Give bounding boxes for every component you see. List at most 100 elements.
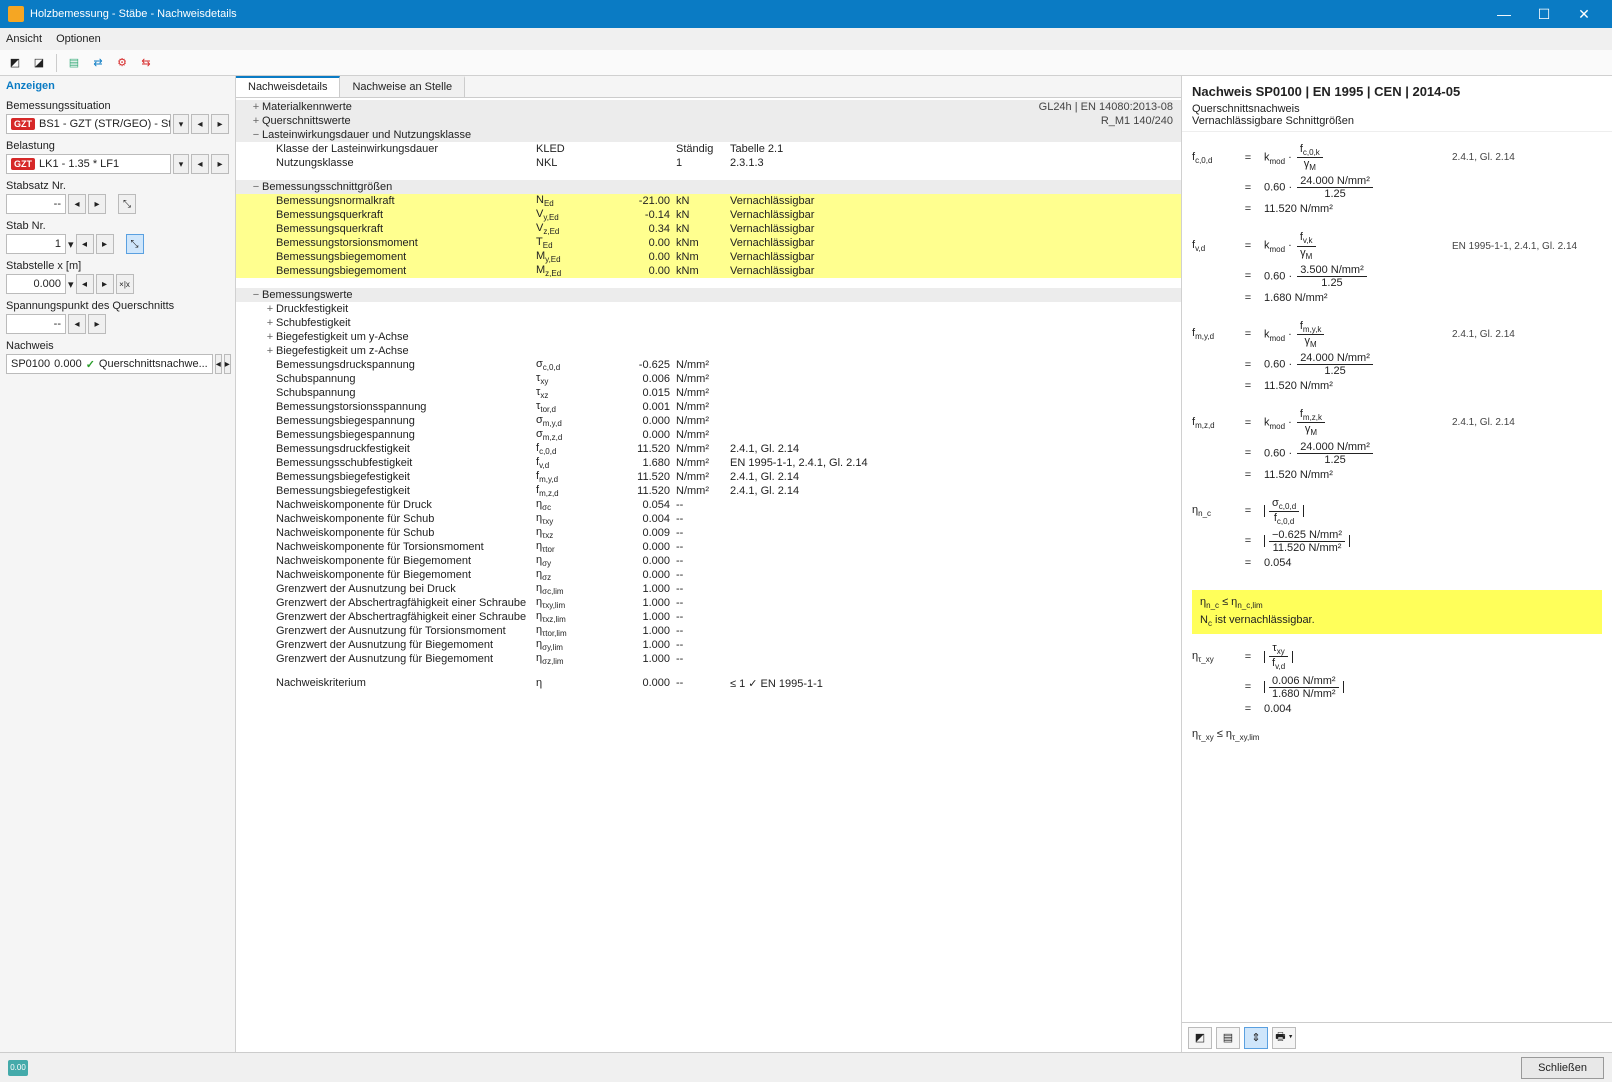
expand-icon[interactable]: + bbox=[264, 317, 276, 329]
tree-row[interactable]: +Biegefestigkeit um y-Achse bbox=[236, 330, 1181, 344]
tree-row[interactable]: BemessungsquerkraftVy,Ed-0.14kNVernachlä… bbox=[236, 208, 1181, 222]
expand-icon[interactable]: + bbox=[264, 303, 276, 315]
stab-pick[interactable]: ⤡ bbox=[126, 234, 144, 254]
rfoot-btn-print[interactable]: 🖶 ▾ bbox=[1272, 1027, 1296, 1049]
rfoot-btn-2[interactable]: ▤ bbox=[1216, 1027, 1240, 1049]
tool-2[interactable]: ◪ bbox=[28, 52, 50, 74]
field-situation: Bemessungssituation GZTBS1 - GZT (STR/GE… bbox=[6, 100, 229, 134]
stab-next[interactable]: ▸ bbox=[96, 234, 114, 254]
tree-group-header[interactable]: +MaterialkennwerteGL24h | EN 14080:2013-… bbox=[236, 100, 1181, 114]
expand-icon[interactable]: − bbox=[250, 181, 262, 193]
spannung-prev[interactable]: ◂ bbox=[68, 314, 86, 334]
rfoot-btn-3[interactable]: ⇕ bbox=[1244, 1027, 1268, 1049]
minimize-button[interactable]: — bbox=[1484, 0, 1524, 28]
tree-row[interactable]: BemessungsquerkraftVz,Ed0.34kNVernachläs… bbox=[236, 222, 1181, 236]
tool-1[interactable]: ◩ bbox=[4, 52, 26, 74]
tree-row[interactable]: Nachweiskomponente für Torsionsmomentητt… bbox=[236, 540, 1181, 554]
spannung-value[interactable]: -- bbox=[6, 314, 66, 334]
stabstelle-dropdown[interactable]: ▾ bbox=[68, 278, 74, 291]
nachweis-combo[interactable]: SP0100 0.000 ✓ Querschnittsnachwe... bbox=[6, 354, 213, 374]
stab-prev[interactable]: ◂ bbox=[76, 234, 94, 254]
right-sub2: Vernachlässigbare Schnittgrößen bbox=[1192, 115, 1602, 127]
tool-3[interactable]: ▤ bbox=[63, 52, 85, 74]
tree-row[interactable]: +Druckfestigkeit bbox=[236, 302, 1181, 316]
situation-combo[interactable]: GZTBS1 - GZT (STR/GEO) - Ständig u... bbox=[6, 114, 171, 134]
stabstelle-next[interactable]: ▸ bbox=[96, 274, 114, 294]
tree-row[interactable]: Schubspannungτxz0.015N/mm² bbox=[236, 386, 1181, 400]
tree-row[interactable]: Grenzwert der Ausnutzung für Biegemoment… bbox=[236, 652, 1181, 666]
tree-row[interactable]: Bemessungsdruckspannungσc,0,d-0.625N/mm² bbox=[236, 358, 1181, 372]
tree-row[interactable]: Bemessungstorsionsspannungτtor,d0.001N/m… bbox=[236, 400, 1181, 414]
tree-row[interactable]: +Biegefestigkeit um z-Achse bbox=[236, 344, 1181, 358]
stabsatz-pick[interactable]: ⤡ bbox=[118, 194, 136, 214]
stab-dropdown[interactable]: ▾ bbox=[68, 238, 74, 251]
tree-group-header[interactable]: −Lasteinwirkungsdauer und Nutzungsklasse bbox=[236, 128, 1181, 142]
stabstelle-prev[interactable]: ◂ bbox=[76, 274, 94, 294]
tree-group-header[interactable]: +QuerschnittswerteR_M1 140/240 bbox=[236, 114, 1181, 128]
expand-icon[interactable]: + bbox=[250, 115, 262, 127]
menu-optionen[interactable]: Optionen bbox=[56, 33, 101, 45]
tree-row[interactable]: Nachweiskomponente für Schubητxz0.009-- bbox=[236, 526, 1181, 540]
tree-row[interactable]: Bemessungsbiegefestigkeitfm,z,d11.520N/m… bbox=[236, 484, 1181, 498]
tree-row[interactable]: Grenzwert der Ausnutzung für Biegemoment… bbox=[236, 638, 1181, 652]
tree-group-header[interactable]: −Bemessungsschnittgrößen bbox=[236, 180, 1181, 194]
tree-group-header[interactable]: −Bemessungswerte bbox=[236, 288, 1181, 302]
close-button[interactable]: ✕ bbox=[1564, 0, 1604, 28]
stabstelle-value[interactable]: 0.000 bbox=[6, 274, 66, 294]
stabstelle-ext[interactable]: ×|x bbox=[116, 274, 134, 294]
belastung-next[interactable]: ▸ bbox=[211, 154, 229, 174]
menu-ansicht[interactable]: Ansicht bbox=[6, 33, 42, 45]
tab-stelle[interactable]: Nachweise an Stelle bbox=[340, 76, 465, 97]
nachweis-next[interactable]: ▸ bbox=[224, 354, 231, 374]
tree-row[interactable]: Bemessungsbiegespannungσm,y,d0.000N/mm² bbox=[236, 414, 1181, 428]
tree-row[interactable]: Grenzwert der Ausnutzung bei Druckησc,li… bbox=[236, 582, 1181, 596]
tree-row[interactable]: BemessungstorsionsmomentTEd0.00kNmVernac… bbox=[236, 236, 1181, 250]
tool-6[interactable]: ⇆ bbox=[135, 52, 157, 74]
tree-row[interactable]: Nachweiskomponente für Biegemomentησy0.0… bbox=[236, 554, 1181, 568]
expand-icon[interactable]: − bbox=[250, 129, 262, 141]
tool-5[interactable]: ⚙ bbox=[111, 52, 133, 74]
tool-4[interactable]: ⇄ bbox=[87, 52, 109, 74]
expand-icon[interactable]: + bbox=[264, 345, 276, 357]
details-tree[interactable]: +MaterialkennwerteGL24h | EN 14080:2013-… bbox=[236, 98, 1181, 1052]
expand-icon[interactable]: + bbox=[250, 101, 262, 113]
spannung-next[interactable]: ▸ bbox=[88, 314, 106, 334]
belastung-prev[interactable]: ◂ bbox=[191, 154, 209, 174]
nachweis-prev[interactable]: ◂ bbox=[215, 354, 222, 374]
tree-row[interactable]: Bemessungsschubfestigkeitfv,d1.680N/mm²E… bbox=[236, 456, 1181, 470]
tree-row[interactable]: Nachweiskriteriumη0.000--≤ 1 ✓ EN 1995-1… bbox=[236, 676, 1181, 690]
stabsatz-next[interactable]: ▸ bbox=[88, 194, 106, 214]
equation-row: =0.004 bbox=[1192, 703, 1602, 715]
tree-row[interactable]: +Schubfestigkeit bbox=[236, 316, 1181, 330]
maximize-button[interactable]: ☐ bbox=[1524, 0, 1564, 28]
tree-row[interactable]: Nachweiskomponente für Schubητxy0.004-- bbox=[236, 512, 1181, 526]
expand-icon[interactable]: − bbox=[250, 289, 262, 301]
stabsatz-prev[interactable]: ◂ bbox=[68, 194, 86, 214]
tree-row[interactable]: Bemessungsbiegespannungσm,z,d0.000N/mm² bbox=[236, 428, 1181, 442]
tree-row[interactable]: NutzungsklasseNKL12.3.1.3 bbox=[236, 156, 1181, 170]
stabsatz-value[interactable]: -- bbox=[6, 194, 66, 214]
tab-details[interactable]: Nachweisdetails bbox=[236, 76, 340, 97]
tree-row[interactable]: Klasse der LasteinwirkungsdauerKLEDStänd… bbox=[236, 142, 1181, 156]
tree-row[interactable]: Schubspannungτxy0.006N/mm² bbox=[236, 372, 1181, 386]
expand-icon[interactable]: + bbox=[264, 331, 276, 343]
stab-value[interactable]: 1 bbox=[6, 234, 66, 254]
belastung-combo[interactable]: GZTLK1 - 1.35 * LF1 bbox=[6, 154, 171, 174]
tree-row[interactable]: Grenzwert der Abschertragfähigkeit einer… bbox=[236, 610, 1181, 624]
tree-row[interactable]: Bemessungsdruckfestigkeitfc,0,d11.520N/m… bbox=[236, 442, 1181, 456]
rfoot-btn-1[interactable]: ◩ bbox=[1188, 1027, 1212, 1049]
tree-row[interactable]: BemessungsbiegemomentMz,Ed0.00kNmVernach… bbox=[236, 264, 1181, 278]
tree-row[interactable]: BemessungsbiegemomentMy,Ed0.00kNmVernach… bbox=[236, 250, 1181, 264]
close-dialog-button[interactable]: Schließen bbox=[1521, 1057, 1604, 1079]
belastung-dropdown[interactable]: ▾ bbox=[173, 154, 189, 174]
tree-row[interactable]: Grenzwert der Ausnutzung für Torsionsmom… bbox=[236, 624, 1181, 638]
right-sub1: Querschnittsnachweis bbox=[1192, 103, 1602, 115]
situation-prev[interactable]: ◂ bbox=[191, 114, 209, 134]
tree-row[interactable]: BemessungsnormalkraftNEd-21.00kNVernachl… bbox=[236, 194, 1181, 208]
tree-row[interactable]: Bemessungsbiegefestigkeitfm,y,d11.520N/m… bbox=[236, 470, 1181, 484]
tree-row[interactable]: Nachweiskomponente für Biegemomentησz0.0… bbox=[236, 568, 1181, 582]
tree-row[interactable]: Grenzwert der Abschertragfähigkeit einer… bbox=[236, 596, 1181, 610]
tree-row[interactable]: Nachweiskomponente für Druckησc0.054-- bbox=[236, 498, 1181, 512]
situation-next[interactable]: ▸ bbox=[211, 114, 229, 134]
situation-dropdown[interactable]: ▾ bbox=[173, 114, 189, 134]
